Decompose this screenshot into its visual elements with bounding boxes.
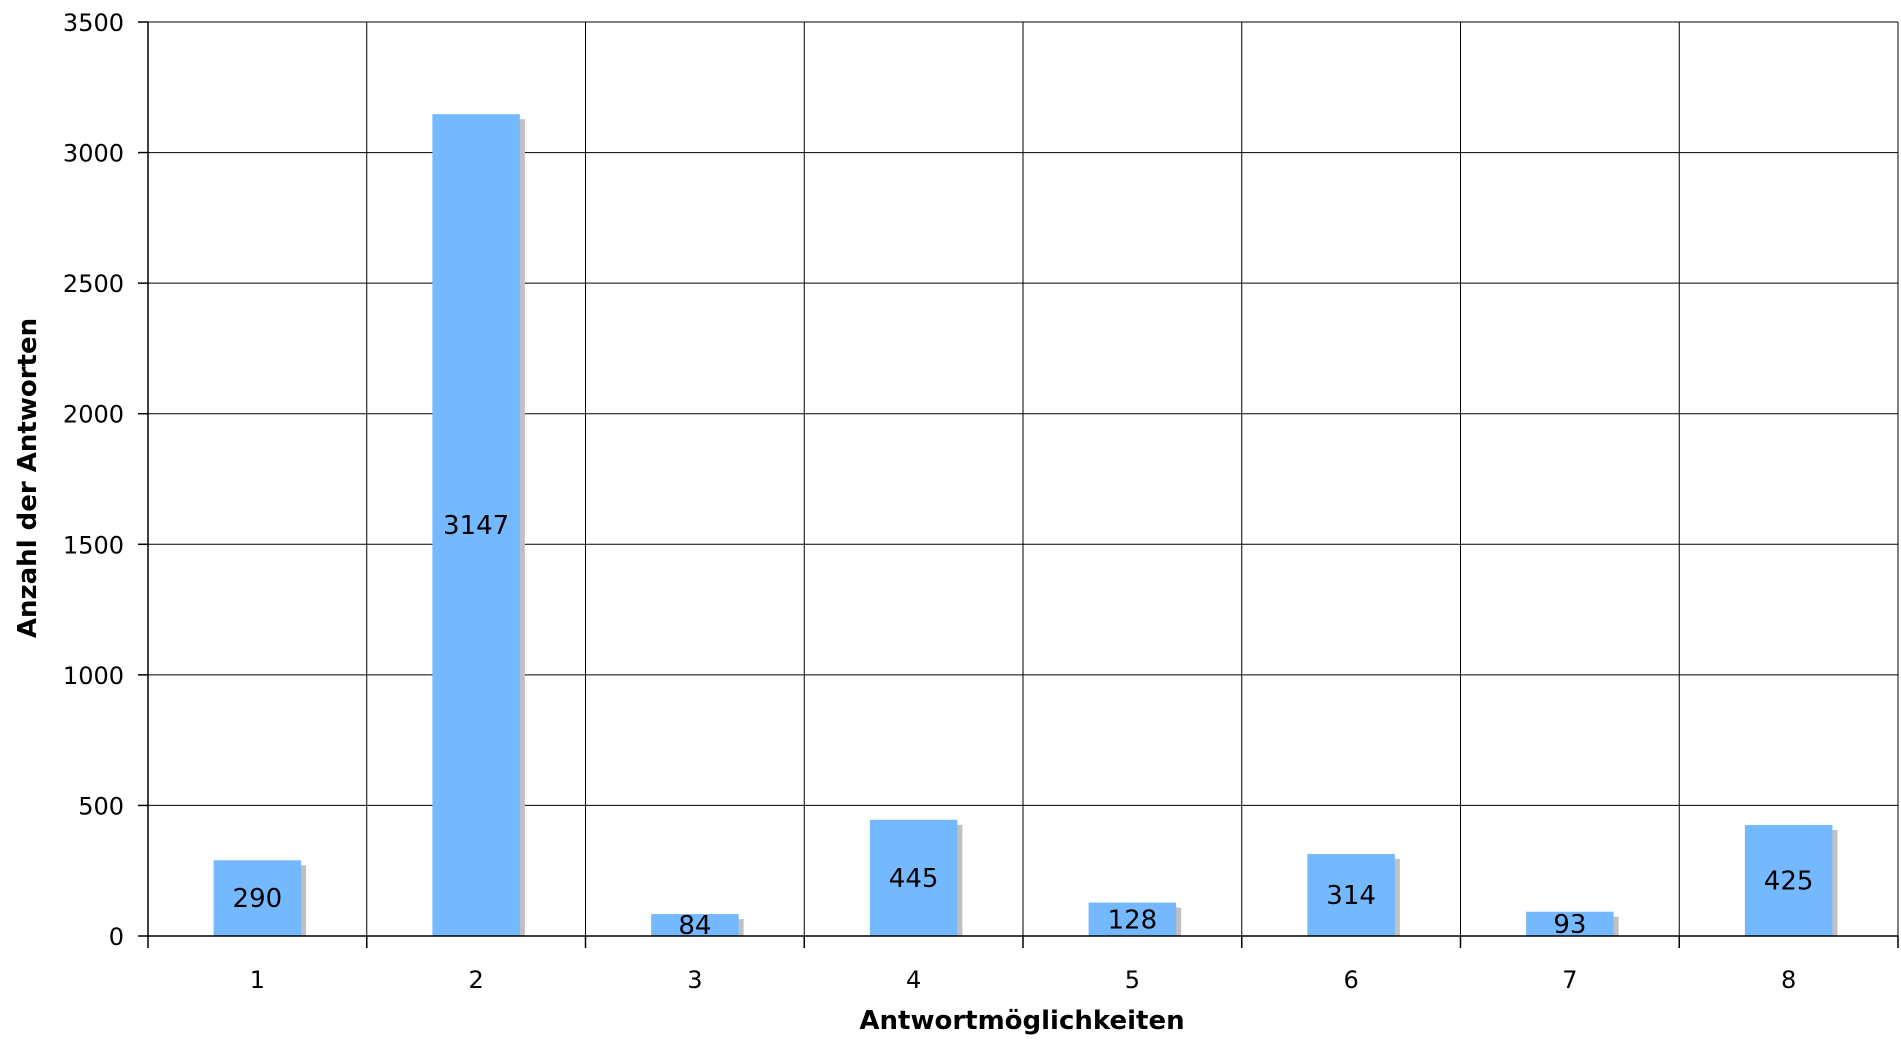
x-tick-label: 8: [1781, 966, 1796, 994]
data-label: 93: [1553, 910, 1586, 940]
data-label: 84: [678, 911, 711, 941]
x-tick-label: 4: [906, 966, 921, 994]
data-labels: 290 3147 84 445 128 314 93 425: [233, 511, 1814, 941]
bar: [651, 914, 739, 936]
x-axis-title: Antwortmöglichkeiten: [859, 1006, 1184, 1036]
data-label: 314: [1326, 881, 1376, 911]
y-tick-label: 2000: [63, 401, 124, 429]
x-tick-label: 6: [1343, 966, 1358, 994]
bar: [432, 114, 520, 937]
y-tick-label: 1000: [63, 662, 124, 690]
x-tick-label: 1: [250, 966, 265, 994]
bar: [213, 860, 302, 936]
y-tick-label: 3500: [63, 9, 124, 37]
bars: [213, 114, 1838, 937]
bar: [1744, 825, 1833, 936]
bar: [1307, 854, 1395, 936]
x-tick-label: 7: [1562, 966, 1577, 994]
data-label: 445: [889, 864, 939, 894]
bar: [869, 819, 958, 936]
data-label: 128: [1108, 905, 1158, 935]
y-tick-label: 2500: [63, 270, 124, 298]
tick-labels: 0 500 1000 1500 2000 2500 3000 3500 1 2 3 4 5 6 7 8: [63, 9, 1796, 994]
y-tick-label: 500: [78, 792, 124, 820]
data-label: 290: [233, 884, 283, 914]
y-axis-title: Anzahl der Antworten: [13, 318, 43, 638]
bar: [1088, 902, 1177, 936]
axes: [138, 21, 1899, 948]
bar: [1526, 911, 1614, 936]
grid: [148, 21, 1899, 937]
y-tick-label: 3000: [63, 140, 124, 168]
data-label: 425: [1764, 867, 1814, 897]
x-tick-label: 3: [687, 966, 702, 994]
x-tick-label: 2: [468, 966, 483, 994]
data-label: 3147: [443, 511, 509, 541]
y-tick-label: 0: [109, 923, 124, 951]
x-tick-label: 5: [1125, 966, 1140, 994]
y-tick-label: 1500: [63, 531, 124, 559]
